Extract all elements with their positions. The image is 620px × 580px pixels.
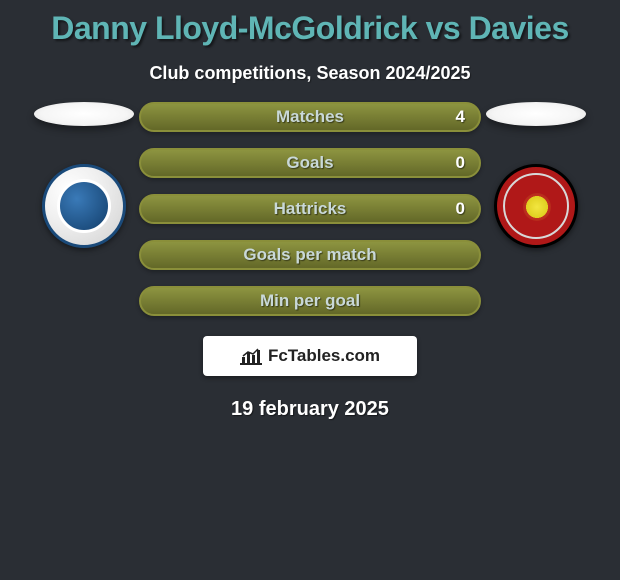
player-right-silhouette — [486, 102, 586, 126]
stat-row-goals: Goals 0 — [139, 148, 481, 178]
player-right-column — [481, 102, 591, 248]
stat-row-min-per-goal: Min per goal — [139, 286, 481, 316]
player-left-silhouette — [34, 102, 134, 126]
chart-icon — [240, 347, 262, 365]
club-badge-right — [494, 164, 578, 248]
player-left-column — [29, 102, 139, 248]
stat-label: Min per goal — [260, 291, 360, 311]
stat-value-right: 4 — [456, 107, 465, 127]
branding-text: FcTables.com — [268, 346, 380, 366]
stat-label: Goals — [286, 153, 333, 173]
stats-column: Matches 4 Goals 0 Hattricks 0 Goals per … — [139, 102, 481, 316]
date-label: 19 february 2025 — [0, 398, 620, 421]
comparison-layout: Matches 4 Goals 0 Hattricks 0 Goals per … — [0, 102, 620, 316]
stat-row-hattricks: Hattricks 0 — [139, 194, 481, 224]
stat-value-right: 0 — [456, 199, 465, 219]
stat-row-matches: Matches 4 — [139, 102, 481, 132]
page-title: Danny Lloyd-McGoldrick vs Davies — [0, 0, 620, 47]
stat-label: Hattricks — [274, 199, 347, 219]
stat-value-right: 0 — [456, 153, 465, 173]
stat-row-goals-per-match: Goals per match — [139, 240, 481, 270]
club-badge-left — [42, 164, 126, 248]
season-subtitle: Club competitions, Season 2024/2025 — [0, 63, 620, 84]
branding-box[interactable]: FcTables.com — [203, 336, 417, 376]
stat-label: Goals per match — [243, 245, 376, 265]
stat-label: Matches — [276, 107, 344, 127]
